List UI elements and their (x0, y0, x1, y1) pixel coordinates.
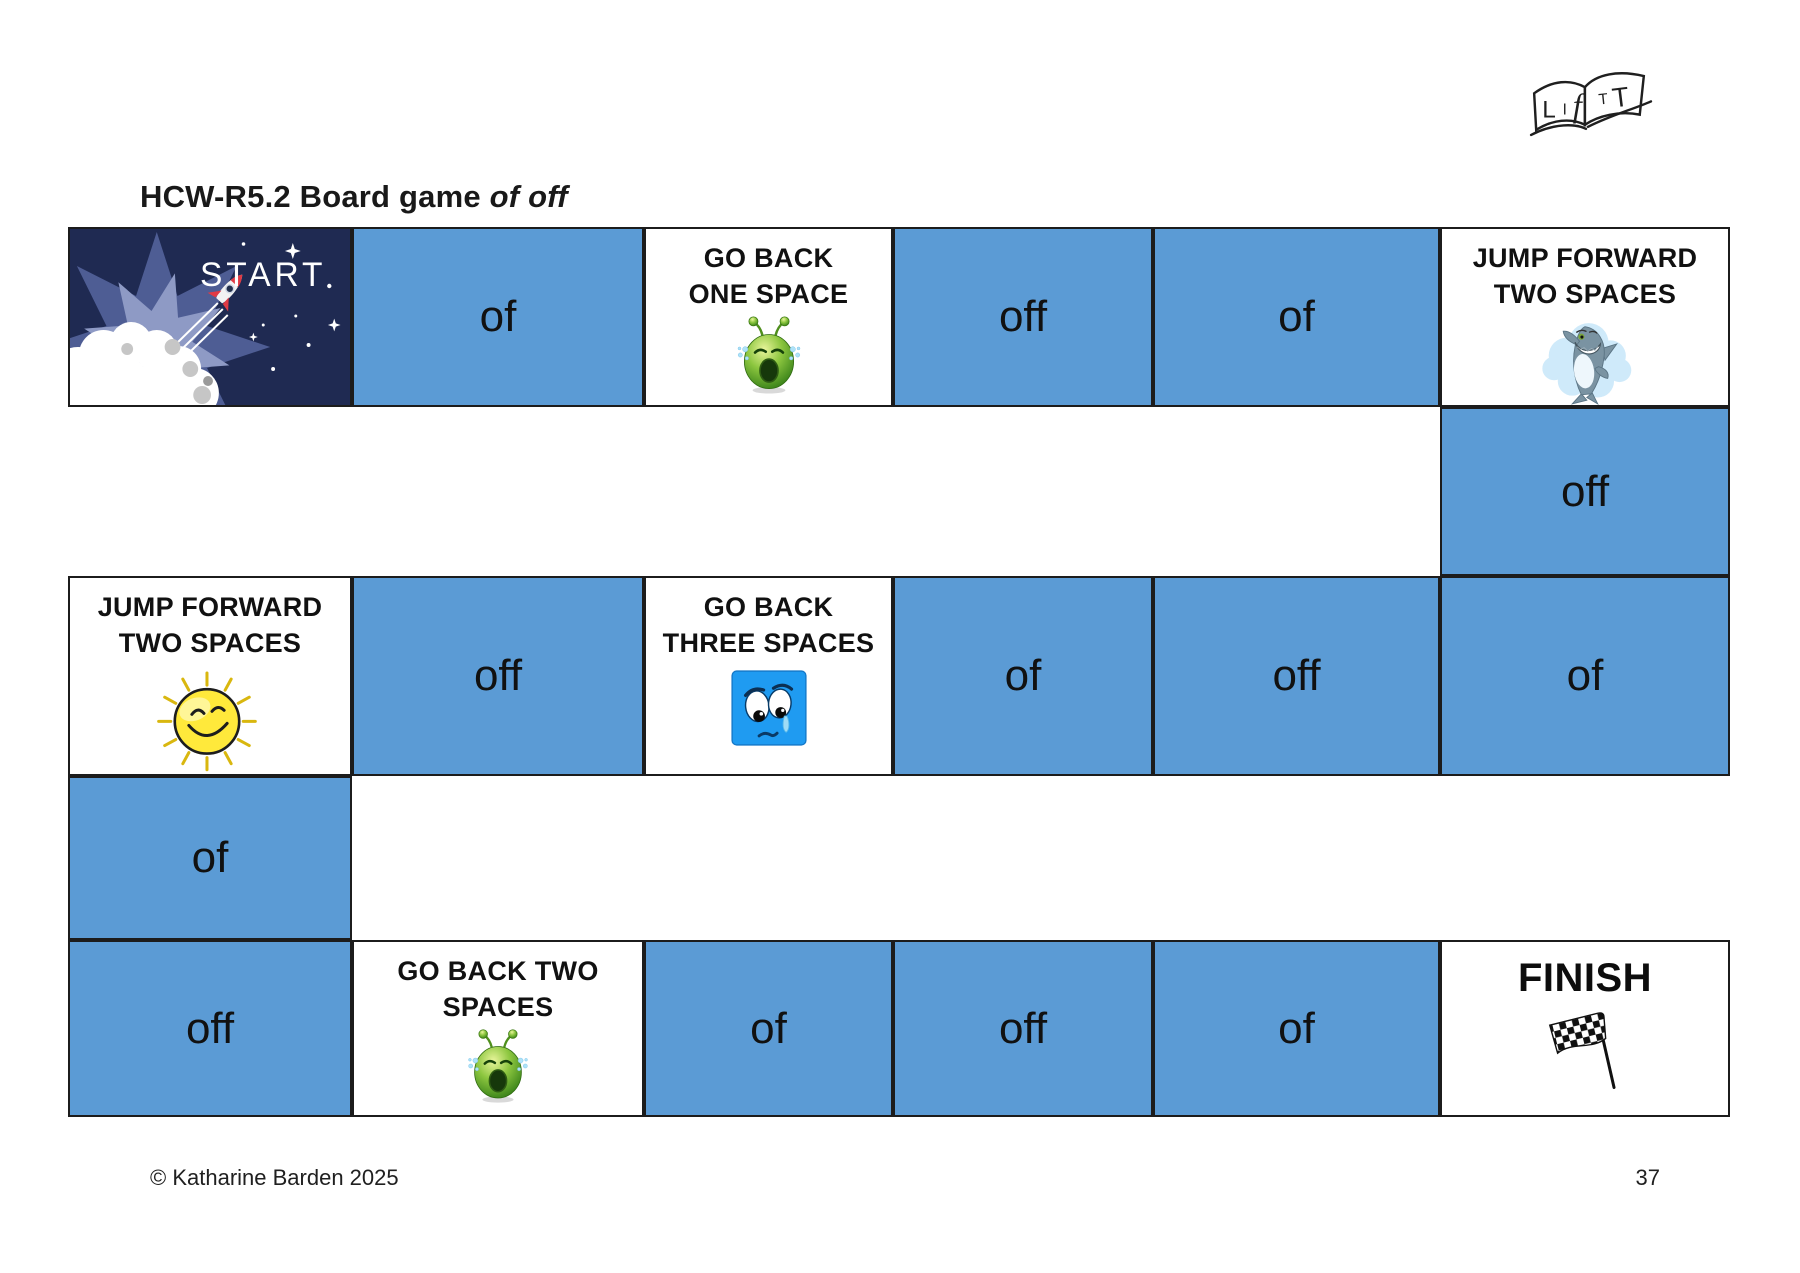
instruction-line: ONE SPACE (688, 278, 849, 309)
cell-go-back-three-spaces: GO BACK THREE SPACES (644, 576, 893, 776)
instruction-line: THREE SPACES (662, 627, 875, 658)
sad-blue-face-icon (730, 670, 807, 746)
word-label: off (1272, 651, 1321, 700)
cell-word-off: off (893, 940, 1153, 1117)
word-label: of (191, 833, 229, 882)
cell-word-of: of (893, 576, 1153, 776)
word-label: of (750, 1003, 787, 1053)
word-label: of (1004, 651, 1042, 700)
word-label: off (473, 651, 523, 700)
cell-word-of: of (1153, 227, 1440, 407)
happy-shark-icon (1542, 323, 1632, 405)
finish-label: FINISH (1517, 956, 1653, 1000)
page-number: 37 (1635, 1165, 1660, 1190)
instruction-line: SPACES (442, 991, 554, 1022)
instruction-line: GO BACK (703, 243, 834, 273)
logo-letter-t-large: T (1610, 81, 1631, 114)
open-book-logo-icon: L I f T T (1529, 72, 1653, 137)
cell-word-of: of (352, 227, 644, 407)
word-label: off (998, 292, 1048, 341)
logo-letter-i: I (1563, 102, 1567, 119)
lift-book-logo: L I f T T (1524, 60, 1656, 152)
instruction-line: GO BACK TWO (397, 956, 599, 986)
cell-finish: FINISH (1440, 940, 1730, 1117)
smiling-sun-icon (157, 671, 257, 772)
cell-word-off: off (68, 940, 352, 1117)
word-label: of (1566, 651, 1604, 700)
word-label: of (1278, 1003, 1315, 1053)
rocket-icon (207, 274, 243, 312)
instruction-line: TWO SPACES (1493, 278, 1677, 309)
cell-jump-forward-two-spaces: JUMP FORWARD TWO SPACES (1440, 227, 1730, 407)
word-label: of (479, 292, 517, 341)
board-game-grid: START of GO BACK ONE SPACE (68, 227, 1730, 1117)
word-label: off (998, 1003, 1048, 1053)
instruction-line: JUMP FORWARD (1472, 243, 1698, 273)
cell-word-of: of (644, 940, 893, 1117)
cell-word-of: of (1153, 940, 1440, 1117)
cell-word-off: off (1440, 407, 1730, 576)
logo-letter-t-small: T (1598, 91, 1609, 109)
start-graphic: START (70, 229, 350, 405)
cell-start: START (68, 227, 352, 407)
page-title-italic: of off (489, 178, 568, 214)
instruction-line: JUMP FORWARD (97, 592, 323, 622)
cell-go-back-one-space: GO BACK ONE SPACE (644, 227, 893, 407)
stars (241, 242, 341, 371)
word-label: off (185, 1003, 235, 1053)
instruction-line: TWO SPACES (118, 627, 302, 658)
cell-word-off: off (352, 576, 644, 776)
checkered-flag-icon (1548, 1012, 1616, 1089)
crying-alien-icon (737, 316, 800, 394)
page-title: HCW-R5.2 Board game of off (140, 179, 568, 215)
instruction-line: GO BACK (703, 592, 834, 622)
page-title-main: HCW-R5.2 Board game (140, 178, 481, 214)
cell-word-off: off (1153, 576, 1440, 776)
crying-alien-icon (468, 1029, 528, 1103)
cell-go-back-two-spaces: GO BACK TWO SPACES (352, 940, 644, 1117)
copyright-text: © Katharine Barden 2025 (150, 1165, 399, 1190)
cell-word-of: of (68, 776, 352, 940)
cell-word-off: off (893, 227, 1153, 407)
word-label: of (1278, 292, 1315, 341)
cell-word-of: of (1440, 576, 1730, 776)
cell-jump-forward-two-spaces: JUMP FORWARD TWO SPACES (68, 576, 352, 776)
logo-letter-l: L (1542, 97, 1556, 124)
start-label: START (200, 256, 326, 294)
word-label: off (1560, 466, 1610, 516)
